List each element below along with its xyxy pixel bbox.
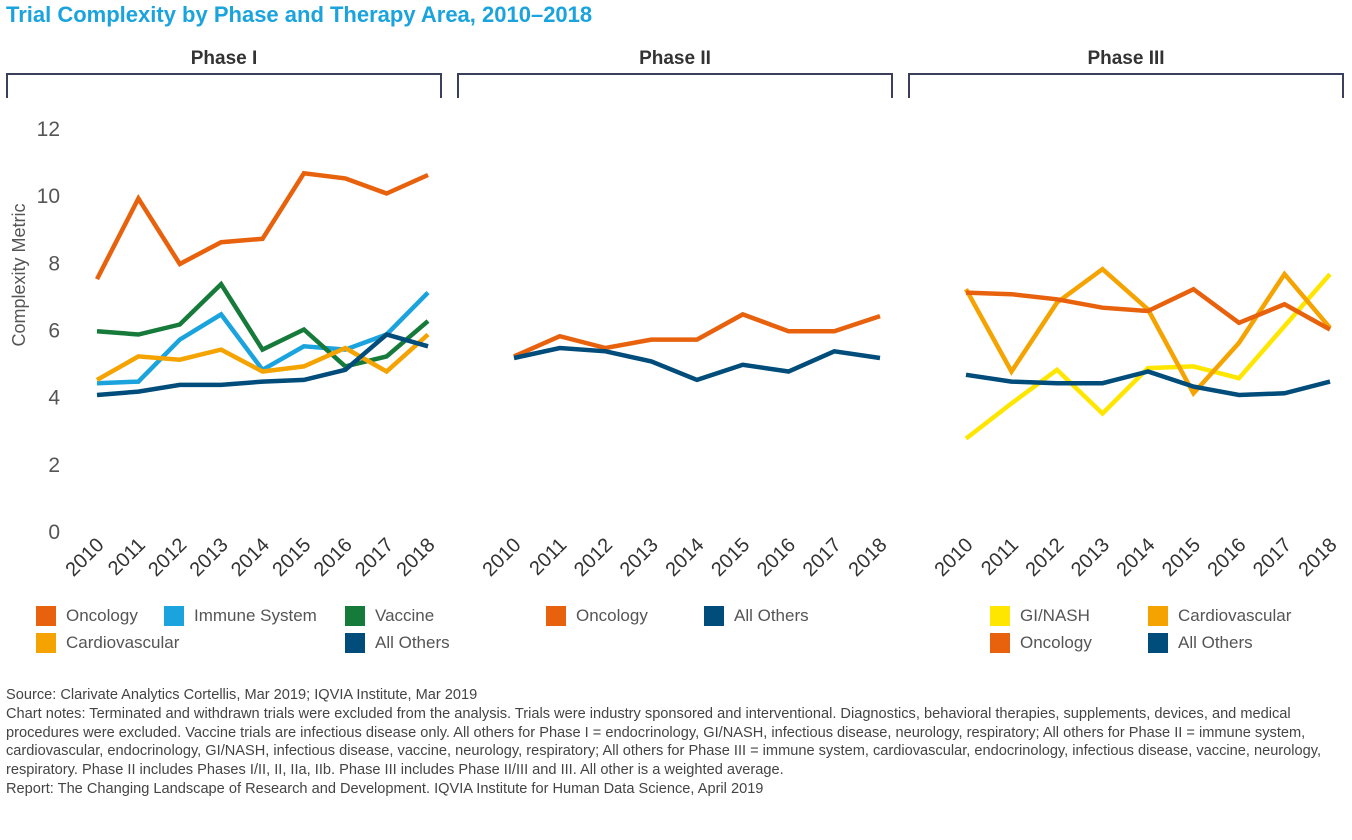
- y-axis-label: Complexity Metric: [9, 203, 29, 346]
- source-note: Source: Clarivate Analytics Cortellis, M…: [6, 687, 478, 703]
- legend-label: Oncology: [1020, 633, 1092, 652]
- series-line-oncology: [513, 311, 881, 359]
- x-tick-label: 2012: [144, 534, 191, 581]
- y-tick-label: 12: [37, 118, 60, 141]
- legend-label: Immune System: [194, 606, 317, 625]
- x-tick-label: 2017: [1249, 534, 1296, 581]
- legend-swatch-cardiovascular: [1148, 606, 1168, 626]
- legend-label: Vaccine: [375, 606, 435, 625]
- legend-item-cardiovascular: Cardiovascular: [1148, 605, 1291, 627]
- x-tick-label: 2011: [525, 534, 571, 580]
- legend-label: All Others: [734, 606, 809, 625]
- x-tick-label: 2014: [227, 534, 274, 581]
- legend-label: All Others: [375, 633, 450, 652]
- legend-swatch-all-others: [345, 633, 365, 653]
- legend-swatch-gi-nash: [990, 606, 1010, 626]
- series-line-all-others: [513, 345, 881, 383]
- chart-notes: Chart notes: Terminated and withdrawn tr…: [6, 705, 1322, 779]
- x-tick-label: 2013: [186, 534, 233, 581]
- legend-item-all-others: All Others: [1148, 632, 1253, 654]
- x-tick-label: 2015: [1158, 534, 1205, 581]
- series-line-gi-nash: [964, 272, 1332, 441]
- series-line-oncology: [965, 286, 1332, 332]
- series-line-oncology: [94, 170, 429, 281]
- report-note: Report: The Changing Landscape of Resear…: [6, 780, 764, 797]
- series-line-all-others: [965, 369, 1331, 398]
- legend-swatch-cardiovascular: [36, 633, 56, 653]
- phase-title: Phase II: [639, 48, 711, 69]
- legend-label: Cardiovascular: [1178, 606, 1292, 625]
- legend-item-oncology: Oncology: [546, 605, 648, 627]
- x-tick-label: 2011: [104, 534, 150, 580]
- chart-footer: Source: Clarivate Analytics Cortellis, M…: [6, 686, 1346, 799]
- legend-swatch-immune-system: [164, 606, 184, 626]
- x-tick-label: 2015: [707, 534, 754, 581]
- legend-item-cardiovascular: Cardiovascular: [36, 632, 179, 654]
- x-tick-label: 2013: [616, 534, 663, 581]
- x-tick-label: 2012: [570, 534, 617, 581]
- y-tick-label: 6: [48, 320, 60, 343]
- x-tick-label: 2016: [1204, 534, 1251, 581]
- legend-swatch-oncology: [546, 606, 566, 626]
- phase-brackets: Phase I Phase II Phase III: [6, 48, 1344, 98]
- y-tick-label: 2: [48, 454, 60, 477]
- x-tick-label: 2011: [977, 534, 1023, 580]
- phase-title: Phase I: [191, 48, 258, 69]
- legend-item-immune-system: Immune System: [164, 605, 317, 627]
- legend-label: Cardiovascular: [66, 633, 180, 652]
- x-tick-label: 2018: [393, 534, 440, 581]
- legend-swatch-vaccine: [345, 606, 365, 626]
- phase-bracket: [457, 73, 893, 98]
- x-tick-label: 2010: [62, 534, 109, 581]
- x-tick-label: 2014: [662, 534, 709, 581]
- legend-item-vaccine: Vaccine: [345, 605, 434, 627]
- x-tick-label: 2017: [351, 534, 398, 581]
- x-tick-label: 2017: [799, 534, 846, 581]
- legend-swatch-all-others: [704, 606, 724, 626]
- legend-label: Oncology: [66, 606, 138, 625]
- x-tick-label: 2018: [1295, 534, 1342, 581]
- legend-item-oncology: Oncology: [990, 632, 1092, 654]
- legend-swatch-oncology: [36, 606, 56, 626]
- x-tick-label: 2015: [268, 534, 315, 581]
- series-line-vaccine: [96, 280, 430, 369]
- y-tick-label: 10: [37, 185, 60, 208]
- legend-item-gi-nash: GI/NASH: [990, 605, 1090, 627]
- series-line-cardiovascular: [95, 332, 430, 382]
- chart-canvas: Phase I Phase II Phase III 0 2 4 6 8 10 12 Comple…: [6, 48, 1344, 581]
- phase-bracket: [6, 73, 442, 98]
- phase-title: Phase III: [1087, 48, 1164, 69]
- series-line-cardiovascular: [964, 266, 1332, 398]
- y-tick-label: 0: [48, 521, 60, 544]
- x-tick-label: 2012: [1022, 534, 1069, 581]
- x-tick-label: 2016: [310, 534, 357, 581]
- legend-swatch-all-others: [1148, 633, 1168, 653]
- x-tick-label: 2014: [1113, 534, 1160, 581]
- legend-label: Oncology: [576, 606, 648, 625]
- x-tick-label: 2010: [479, 534, 526, 581]
- y-axis: 0 2 4 6 8 10 12 Complexity Metric: [9, 118, 60, 544]
- y-tick-label: 8: [48, 252, 60, 275]
- legend-label: All Others: [1178, 633, 1253, 652]
- legend-item-oncology: Oncology: [36, 605, 138, 627]
- chart-title: Trial Complexity by Phase and Therapy Ar…: [6, 2, 593, 27]
- x-tick-label: 2018: [845, 534, 892, 581]
- x-tick-label: 2013: [1067, 534, 1114, 581]
- x-tick-label: 2016: [753, 534, 800, 581]
- y-tick-label: 4: [48, 387, 60, 410]
- series-line-all-others: [96, 332, 429, 398]
- legend-swatch-oncology: [990, 633, 1010, 653]
- phase-bracket: [908, 73, 1344, 98]
- x-tick-label: 2010: [931, 534, 978, 581]
- legend-label: GI/NASH: [1020, 606, 1090, 625]
- legend-item-all-others: All Others: [345, 632, 450, 654]
- legend-item-all-others: All Others: [704, 605, 809, 627]
